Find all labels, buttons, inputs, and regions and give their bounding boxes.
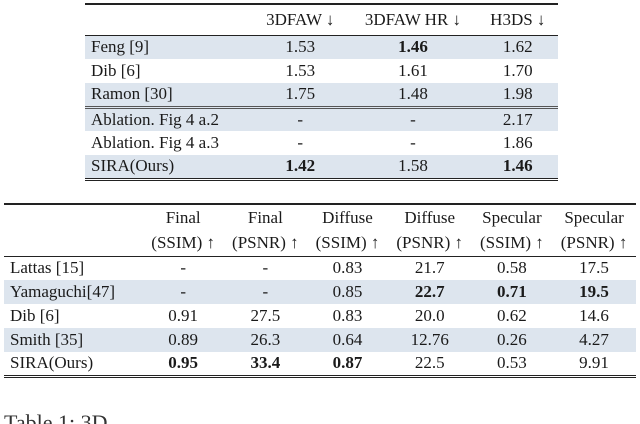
method-name: SIRA(Ours) — [91, 156, 175, 176]
table-row: Lattas [15] - - 0.83 21.7 0.58 17.5 — [4, 256, 636, 280]
cell-value: 0.26 — [496, 330, 527, 349]
method-name: Smith [35] — [10, 330, 84, 349]
cell-value: 0.91 — [168, 306, 199, 325]
method-name: Dib [6] — [91, 61, 141, 80]
reconstruction-error-table: 3DFAW ↓ 3DFAW HR ↓ H3DS ↓ Feng [9] 1.53 … — [85, 3, 558, 181]
method-name: SIRA(Ours) — [10, 353, 94, 373]
cell-value: 0.64 — [332, 330, 363, 349]
table-row: Ramon [30] 1.75 1.48 1.98 — [85, 83, 558, 107]
reflectance-metrics-table: Final Final Diffuse Diffuse Specular Spe… — [4, 203, 636, 378]
table-row: Yamaguchi[47] - - 0.85 22.7 0.71 19.5 — [4, 280, 636, 304]
cell-value: 1.53 — [285, 61, 316, 80]
cell-value: - — [180, 282, 187, 301]
cell-value: 20.0 — [414, 306, 445, 325]
cell-value: 33.4 — [250, 353, 281, 373]
table-row: Smith [35] 0.89 26.3 0.64 12.76 0.26 4.2… — [4, 328, 636, 352]
cell-value: 0.85 — [332, 282, 363, 301]
cell-value: 0.89 — [168, 330, 199, 349]
header-final-ssim: Final — [165, 207, 201, 227]
cell-value: 9.91 — [579, 353, 609, 373]
header-method — [85, 4, 252, 35]
cell-value: 0.83 — [332, 258, 363, 278]
header-3dfaw-hr: 3DFAW HR ↓ — [364, 9, 462, 29]
table-header: 3DFAW ↓ 3DFAW HR ↓ H3DS ↓ — [85, 4, 558, 35]
header-method — [4, 204, 143, 230]
header-method-sub — [4, 230, 143, 256]
cell-value: 14.6 — [579, 306, 609, 325]
cell-value: 12.76 — [410, 330, 449, 349]
header-diffuse-ssim: Diffuse — [322, 207, 373, 227]
header-final-ssim-sub: (SSIM) ↑ — [151, 232, 216, 252]
cell-value: 0.83 — [332, 306, 363, 325]
cell-value: 0.95 — [168, 353, 199, 373]
cell-value: 1.98 — [502, 84, 533, 104]
table-row: Dib [6] 0.91 27.5 0.83 20.0 0.62 14.6 — [4, 304, 636, 328]
cell-value: 1.48 — [398, 84, 428, 104]
method-name: Ablation. Fig 4 a.3 — [91, 133, 219, 152]
method-name: Yamaguchi[47] — [10, 282, 115, 301]
cell-value: 22.5 — [414, 353, 445, 373]
cell-value: 0.58 — [496, 258, 527, 278]
header-specular-psnr-sub: (PSNR) ↑ — [560, 232, 628, 252]
header-specular-psnr: Specular — [564, 207, 624, 227]
caption-text: Table 1: 3D — [4, 413, 108, 424]
cell-value: 19.5 — [579, 282, 609, 301]
cell-value: 1.62 — [502, 37, 533, 57]
cell-value: - — [262, 258, 269, 278]
cell-value: - — [262, 282, 269, 301]
table-header: Final Final Diffuse Diffuse Specular Spe… — [4, 204, 636, 256]
cell-value: 1.70 — [502, 61, 533, 80]
header-3dfaw: 3DFAW ↓ — [266, 9, 335, 29]
header-diffuse-psnr: Diffuse — [404, 207, 456, 227]
cell-value: 1.46 — [398, 37, 428, 57]
header-final-psnr: Final — [247, 207, 283, 227]
cell-value: 17.5 — [579, 258, 609, 278]
cell-value: - — [180, 258, 187, 278]
cell-value: 0.53 — [496, 353, 527, 373]
header-diffuse-ssim-sub: (SSIM) ↑ — [315, 232, 380, 252]
cell-value: 0.62 — [496, 306, 527, 325]
table-row: Ablation. Fig 4 a.2 - - 2.17 — [85, 105, 558, 131]
cell-value: 0.87 — [332, 353, 363, 373]
header-h3ds: H3DS ↓ — [490, 9, 546, 29]
cell-value: 1.58 — [398, 156, 428, 176]
header-specular-ssim: Specular — [482, 207, 542, 227]
cell-value: - — [297, 133, 304, 152]
table-row: Dib [6] 1.53 1.61 1.70 — [85, 59, 558, 83]
cell-value: 1.75 — [285, 84, 316, 104]
cell-value: 26.3 — [250, 330, 281, 349]
cell-value: 4.27 — [579, 330, 609, 349]
table-caption: Table 1: 3D — [4, 413, 108, 424]
header-diffuse-psnr-sub: (PSNR) ↑ — [396, 232, 463, 252]
cell-value: - — [410, 133, 416, 152]
cell-value: 21.7 — [414, 258, 445, 278]
cell-value: 1.86 — [502, 133, 533, 152]
method-name: Ramon [30] — [91, 84, 173, 104]
header-specular-ssim-sub: (SSIM) ↑ — [479, 232, 544, 252]
cell-value: - — [348, 105, 478, 131]
cell-value: 1.46 — [502, 156, 533, 176]
cell-value: 22.7 — [414, 282, 445, 301]
method-name: Ablation. Fig 4 a.2 — [85, 105, 253, 131]
method-name: Feng [9] — [91, 37, 150, 57]
cell-value: 1.42 — [285, 156, 316, 176]
cell-value: 1.61 — [398, 61, 428, 80]
cell-value: - — [252, 105, 349, 131]
table-row: Ablation. Fig 4 a.3 - - 1.86 — [85, 131, 558, 155]
table-row: SIRA(Ours) 1.42 1.58 1.46 — [85, 155, 558, 179]
cell-value: 0.71 — [496, 282, 527, 301]
cell-value: 2.17 — [477, 105, 558, 131]
cell-value: 27.5 — [250, 306, 281, 325]
table-row: Feng [9] 1.53 1.46 1.62 — [85, 35, 558, 59]
method-name: Lattas [15] — [10, 258, 85, 278]
method-name: Dib [6] — [10, 306, 60, 325]
header-final-psnr-sub: (PSNR) ↑ — [232, 232, 299, 252]
cell-value: 1.53 — [285, 37, 316, 57]
table-row: SIRA(Ours) 0.95 33.4 0.87 22.5 0.53 9.91 — [4, 352, 636, 376]
